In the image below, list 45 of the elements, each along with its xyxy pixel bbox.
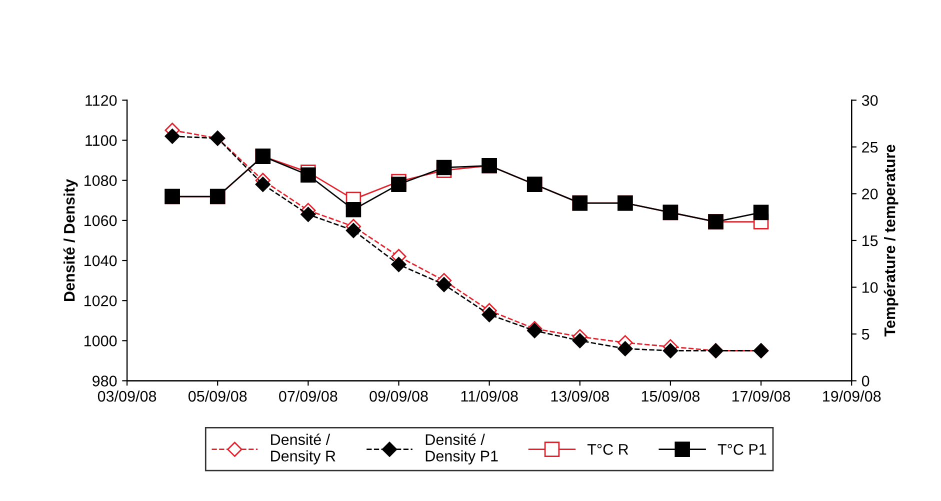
point [300,206,316,222]
x-tick-label: 17/09/08 [732,390,790,402]
point [300,167,316,183]
x-tick-label: 15/09/08 [642,390,700,402]
y2-tick-label: 0 [862,376,870,386]
legend-label: T°C R [587,444,628,455]
point [572,333,588,348]
point [255,176,270,192]
point [482,307,497,322]
y-tick-label: 1100 [86,135,117,146]
y-tick-label: 1060 [84,215,117,226]
y-tick-label: 1080 [84,175,117,186]
point [436,277,452,292]
y2-tick-label: 5 [862,329,870,340]
y2-axis-title: Température / temperature [884,144,898,337]
legend-label: Densité / Density R [271,434,336,464]
x-tick-label: 07/09/08 [279,390,338,402]
y-tick-label: 1040 [84,255,117,266]
y2-tick-label: 25 [862,142,878,153]
x-tick-label: 19/09/08 [823,390,881,402]
y2-tick-label: 10 [862,282,878,293]
y-tick-label: 1020 [84,295,117,306]
legend-label: T°C P1 [718,444,766,455]
y-axis-title: Densité / Density [63,179,78,302]
x-tick-label: 09/09/08 [370,390,428,402]
x-tick-label: 03/09/08 [98,390,156,402]
legend-label: Densité / Density P1 [426,434,498,464]
y-tick-label: 1120 [86,95,117,106]
point [662,343,678,358]
y-tick-label: 1000 [84,336,117,346]
point [753,204,769,220]
point [436,160,452,176]
point [391,176,406,192]
y2-tick-label: 15 [862,236,878,246]
y2-tick-label: 30 [862,95,878,106]
point [391,256,406,272]
y2-tick-label: 20 [862,188,878,200]
point [164,128,180,144]
x-tick-label: 13/09/08 [551,390,609,402]
point [346,222,362,238]
point [346,202,362,218]
x-tick-label: 11/09/08 [461,390,518,402]
point [618,341,633,356]
x-tick-label: 05/09/08 [188,390,247,402]
y-tick-label: 980 [92,376,117,386]
